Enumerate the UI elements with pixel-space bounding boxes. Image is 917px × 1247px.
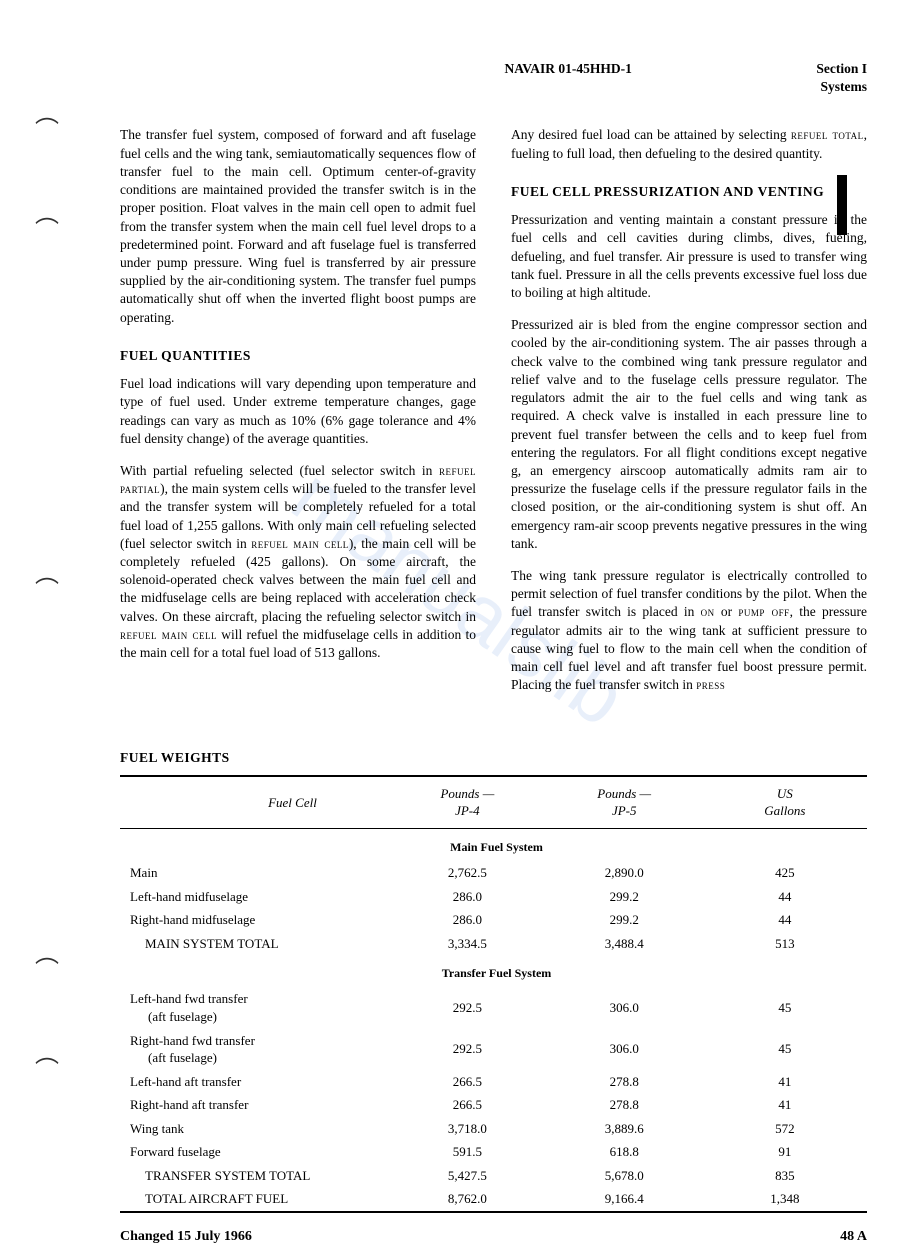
table-row: Left-hand midfuselage286.0299.244 xyxy=(120,885,867,909)
section-heading: FUEL CELL PRESSURIZATION AND VENTING xyxy=(511,183,867,201)
section-label: Section I xyxy=(816,60,867,78)
table-row: TRANSFER SYSTEM TOTAL5,427.55,678.0835 xyxy=(120,1164,867,1188)
paragraph: Fuel load indications will vary dependin… xyxy=(120,375,476,448)
paragraph: With partial refueling selected (fuel se… xyxy=(120,462,476,662)
table-row: Forward fuselage591.5618.891 xyxy=(120,1140,867,1164)
binding-mark: ⌒ xyxy=(35,1055,65,1085)
table-row: Right-hand fwd transfer(aft fuselage)292… xyxy=(120,1029,867,1070)
binding-mark: ⌒ xyxy=(35,575,65,605)
paragraph: Any desired fuel load can be attained by… xyxy=(511,126,867,162)
table-row: Left-hand fwd transfer(aft fuselage)292.… xyxy=(120,987,867,1028)
col-header: Pounds —JP-4 xyxy=(389,776,546,829)
left-column: The transfer fuel system, composed of fo… xyxy=(120,126,476,708)
col-header: Pounds —JP-5 xyxy=(546,776,703,829)
subsection-label: Systems xyxy=(816,78,867,96)
section-heading: FUEL QUANTITIES xyxy=(120,347,476,365)
paragraph: Pressurization and venting maintain a co… xyxy=(511,211,867,302)
table-header-row: Fuel Cell Pounds —JP-4 Pounds —JP-5 USGa… xyxy=(120,776,867,829)
change-date: Changed 15 July 1966 xyxy=(120,1228,252,1247)
col-header: USGallons xyxy=(703,776,867,829)
binding-mark: ⌒ xyxy=(35,115,65,145)
col-header: Fuel Cell xyxy=(120,776,389,829)
body-columns: The transfer fuel system, composed of fo… xyxy=(120,126,867,708)
fuel-weights-table: Fuel Cell Pounds —JP-4 Pounds —JP-5 USGa… xyxy=(120,775,867,1213)
table-row: TOTAL AIRCRAFT FUEL8,762.09,166.41,348 xyxy=(120,1187,867,1212)
table-section-header: Transfer Fuel System xyxy=(120,955,867,987)
page-number: 48 A xyxy=(840,1228,867,1247)
paragraph: The wing tank pressure regulator is elec… xyxy=(511,567,867,695)
table-row: Wing tank3,718.03,889.6572 xyxy=(120,1117,867,1141)
paragraph: The transfer fuel system, composed of fo… xyxy=(120,126,476,326)
binding-mark: ⌒ xyxy=(35,955,65,985)
table-row: MAIN SYSTEM TOTAL3,334.53,488.4513 xyxy=(120,932,867,956)
table-section-header: Main Fuel System xyxy=(120,828,867,861)
right-column: Any desired fuel load can be attained by… xyxy=(511,126,867,708)
table-heading: FUEL WEIGHTS xyxy=(120,749,867,767)
paragraph: Pressurized air is bled from the engine … xyxy=(511,316,867,553)
binding-mark: ⌒ xyxy=(35,215,65,245)
table-row: Main2,762.52,890.0425 xyxy=(120,861,867,885)
table-row: Right-hand aft transfer266.5278.841 xyxy=(120,1093,867,1117)
doc-number: NAVAIR 01-45HHD-1 xyxy=(120,60,816,96)
table-row: Right-hand midfuselage286.0299.244 xyxy=(120,908,867,932)
page-footer: Changed 15 July 1966 48 A xyxy=(120,1228,867,1247)
page-header: NAVAIR 01-45HHD-1 Section I Systems xyxy=(120,60,867,96)
margin-bar xyxy=(837,175,847,235)
table-row: Left-hand aft transfer266.5278.841 xyxy=(120,1070,867,1094)
